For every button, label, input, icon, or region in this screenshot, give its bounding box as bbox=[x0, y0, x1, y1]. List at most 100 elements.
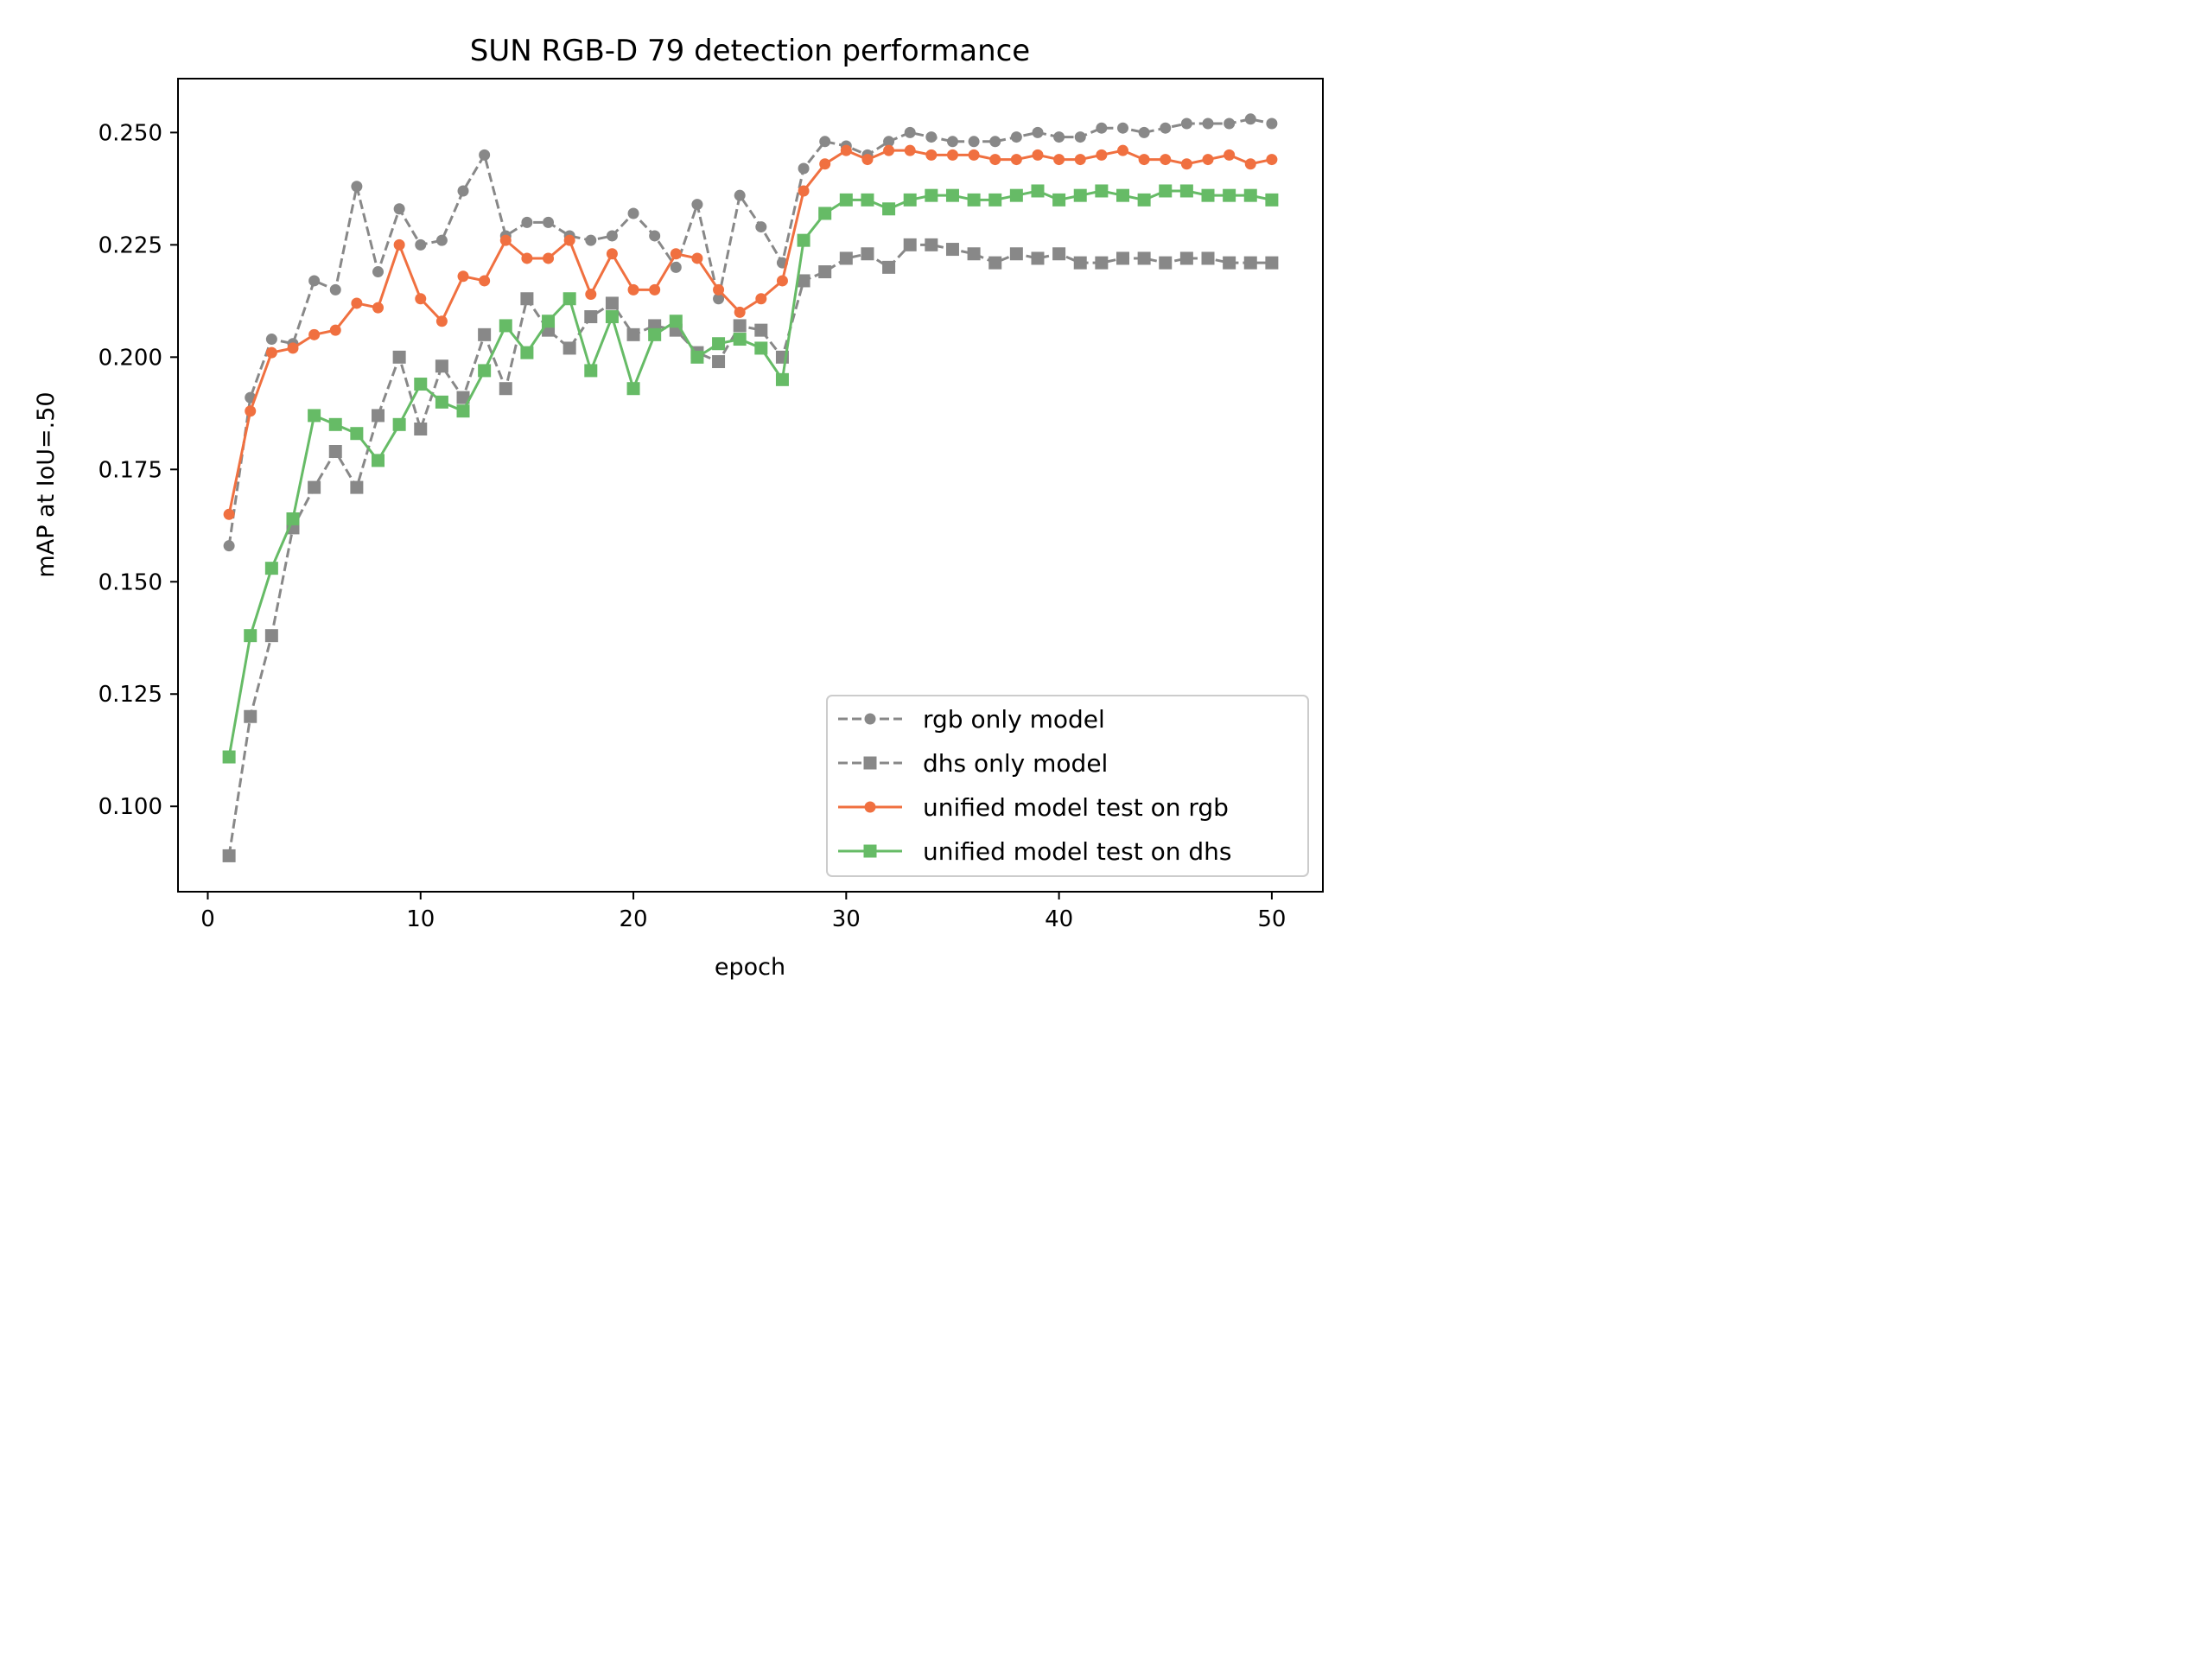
data-point bbox=[606, 230, 618, 242]
data-point bbox=[712, 337, 726, 351]
data-point bbox=[435, 234, 448, 246]
data-point bbox=[351, 181, 363, 193]
data-point bbox=[1179, 184, 1193, 198]
data-point bbox=[499, 234, 512, 246]
data-point bbox=[521, 252, 533, 264]
data-point bbox=[626, 382, 640, 396]
series-layer bbox=[222, 113, 1279, 862]
data-point bbox=[861, 247, 874, 261]
data-point bbox=[733, 319, 747, 333]
plot-frame bbox=[177, 78, 1324, 893]
data-point bbox=[265, 334, 277, 346]
data-point bbox=[1053, 154, 1065, 166]
data-point bbox=[798, 185, 810, 197]
data-point bbox=[1116, 144, 1128, 156]
data-point bbox=[245, 405, 257, 417]
data-point bbox=[1116, 122, 1128, 134]
data-point bbox=[392, 417, 406, 431]
data-point bbox=[882, 260, 896, 274]
data-point bbox=[903, 238, 917, 251]
data-point bbox=[734, 189, 746, 201]
legend-item: unified model test on rgb bbox=[838, 793, 1229, 822]
data-point bbox=[670, 248, 682, 260]
legend-box bbox=[826, 695, 1309, 877]
series-line bbox=[227, 118, 1273, 546]
data-point bbox=[563, 292, 576, 306]
data-point bbox=[691, 199, 703, 211]
data-point bbox=[1031, 184, 1045, 198]
data-point bbox=[1265, 256, 1279, 270]
data-point bbox=[945, 188, 959, 202]
data-point bbox=[308, 275, 321, 287]
data-point bbox=[287, 342, 299, 354]
data-point bbox=[967, 193, 981, 207]
data-point bbox=[839, 193, 853, 207]
data-point bbox=[1095, 256, 1109, 270]
y-tick-label: 0.225 bbox=[99, 232, 162, 258]
data-point bbox=[372, 409, 385, 423]
data-point bbox=[520, 292, 534, 306]
data-point bbox=[1138, 126, 1150, 138]
data-point bbox=[649, 283, 661, 296]
data-point bbox=[435, 395, 448, 409]
data-point bbox=[1009, 188, 1023, 202]
chart-title: SUN RGB-D 79 detection performance bbox=[470, 34, 1030, 68]
data-point bbox=[1137, 251, 1151, 265]
data-point bbox=[818, 207, 832, 220]
data-point bbox=[1073, 256, 1087, 270]
data-point bbox=[798, 162, 810, 175]
data-point bbox=[712, 355, 726, 369]
data-point bbox=[903, 193, 917, 207]
data-point bbox=[967, 247, 981, 261]
legend-label: rgb only model bbox=[923, 705, 1105, 734]
plot-area bbox=[177, 78, 1324, 893]
data-point bbox=[456, 404, 470, 418]
data-point bbox=[393, 203, 405, 215]
data-point bbox=[1032, 126, 1044, 138]
data-point bbox=[606, 248, 618, 260]
x-tick-label: 0 bbox=[200, 906, 215, 932]
data-point bbox=[861, 154, 874, 166]
legend: rgb only model dhs only model unified mode… bbox=[826, 695, 1309, 877]
data-point bbox=[1160, 154, 1172, 166]
series-line bbox=[227, 189, 1273, 758]
data-point bbox=[543, 216, 555, 228]
data-point bbox=[520, 346, 534, 359]
data-point bbox=[393, 238, 405, 251]
data-point bbox=[435, 359, 448, 373]
data-point bbox=[543, 252, 555, 264]
data-point bbox=[563, 234, 575, 246]
data-point bbox=[1180, 158, 1192, 170]
data-point bbox=[542, 315, 556, 328]
data-point bbox=[1010, 131, 1022, 143]
data-point bbox=[1180, 118, 1192, 130]
data-point bbox=[627, 207, 639, 219]
data-point bbox=[499, 382, 512, 396]
data-point bbox=[776, 275, 788, 287]
data-point bbox=[414, 423, 428, 436]
data-point bbox=[755, 221, 767, 233]
data-point bbox=[1052, 247, 1066, 261]
data-point bbox=[329, 324, 341, 336]
legend-marker bbox=[863, 844, 877, 858]
data-point bbox=[1052, 193, 1066, 207]
data-point bbox=[775, 372, 789, 386]
legend-marker bbox=[863, 756, 877, 770]
data-point bbox=[1224, 118, 1236, 130]
data-point bbox=[1201, 251, 1215, 265]
data-point bbox=[222, 849, 236, 862]
x-tick-label: 20 bbox=[619, 906, 647, 932]
x-tick-label: 10 bbox=[406, 906, 435, 932]
data-point bbox=[691, 252, 703, 264]
data-point bbox=[1265, 193, 1279, 207]
series-3 bbox=[223, 144, 1278, 520]
data-point bbox=[1032, 149, 1044, 161]
data-point bbox=[605, 310, 619, 324]
data-point bbox=[925, 149, 938, 161]
data-point bbox=[1031, 251, 1045, 265]
data-point bbox=[1138, 154, 1150, 166]
data-point bbox=[308, 328, 321, 340]
data-point bbox=[329, 283, 341, 296]
data-point bbox=[350, 427, 364, 441]
legend-label: unified model test on dhs bbox=[923, 837, 1231, 866]
